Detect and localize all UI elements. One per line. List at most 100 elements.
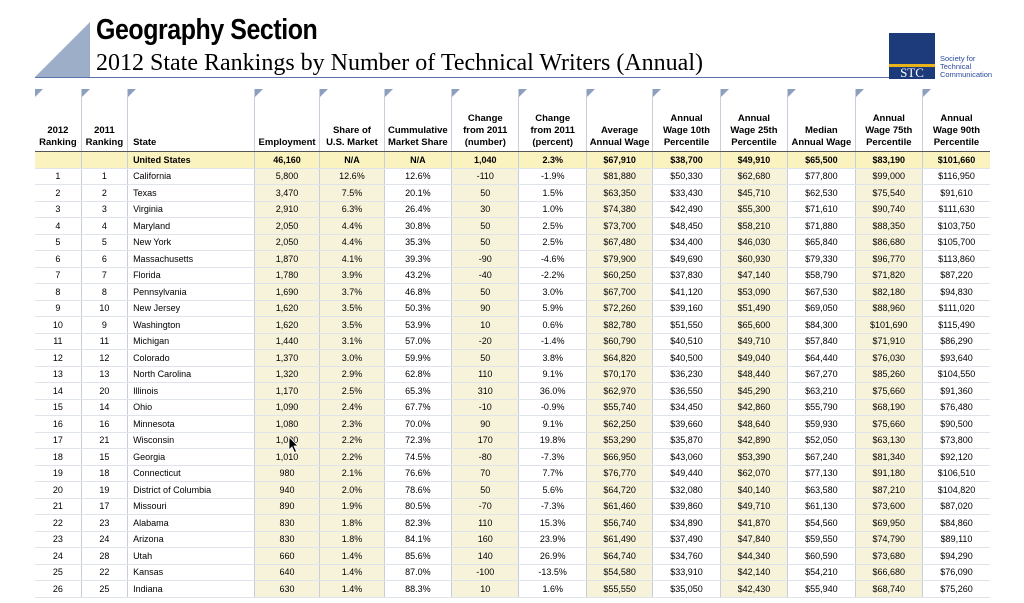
table-cell: 980 bbox=[253, 465, 320, 482]
table-cell: 0.6% bbox=[518, 316, 587, 334]
table-cell: $56,740 bbox=[585, 514, 653, 532]
table-cell: 3,470 bbox=[253, 184, 320, 202]
column-header-line: (percent) bbox=[532, 137, 574, 148]
column-header-line: Annual bbox=[940, 113, 973, 124]
column-header: 2012 Ranking bbox=[35, 89, 82, 152]
table-cell: 87.0% bbox=[383, 564, 452, 581]
table-row: 8 8 Pennsylvania 1,690 3.7% 46.8% 50 3.0% $67,70… bbox=[35, 283, 990, 301]
table-cell: 26.4% bbox=[383, 201, 452, 218]
table-cell: $53,290 bbox=[585, 432, 653, 449]
column-header-line: Ranking bbox=[39, 137, 77, 148]
table-cell: 890 bbox=[253, 498, 320, 515]
table-cell: 23.9% bbox=[518, 531, 587, 548]
table-cell: $33,430 bbox=[652, 184, 721, 202]
state-cell: Missouri bbox=[127, 498, 255, 515]
table-cell: $86,680 bbox=[854, 234, 923, 251]
state-cell: New York bbox=[127, 234, 255, 251]
table-cell: $49,710 bbox=[719, 498, 788, 515]
table-cell: $60,790 bbox=[585, 333, 653, 350]
column-header-line: Change bbox=[535, 113, 571, 124]
column-header: Change from 2011 (number) bbox=[451, 89, 519, 152]
table-cell: $60,590 bbox=[787, 547, 856, 565]
page-subtitle: 2012 State Rankings by Number of Technic… bbox=[96, 50, 703, 76]
table-cell: $49,690 bbox=[652, 250, 721, 268]
table-cell: $66,950 bbox=[585, 448, 653, 466]
column-header-line: Percentile bbox=[663, 137, 710, 148]
table-cell: $103,750 bbox=[922, 217, 990, 235]
table-cell: $40,510 bbox=[652, 333, 721, 350]
column-header-line: Annual bbox=[737, 113, 771, 124]
table-cell: 43.2% bbox=[383, 267, 452, 284]
table-cell: -0.9% bbox=[518, 399, 587, 416]
table-cell: N/A bbox=[383, 151, 452, 169]
table-cell: $81,880 bbox=[585, 168, 653, 185]
table-row: 12 12 Colorado 1,370 3.0% 59.9% 50 3.8% $64,820 $… bbox=[35, 349, 990, 367]
table-row: 9 10 New Jersey 1,620 3.5% 50.3% 90 5.9% $72,260… bbox=[35, 300, 990, 317]
table-cell: $65,840 bbox=[787, 234, 856, 251]
table-row: 19 18 Connecticut 980 2.1% 76.6% 70 7.7% $76,770… bbox=[35, 465, 990, 482]
table-cell: $77,800 bbox=[787, 168, 856, 185]
table-cell: $34,450 bbox=[652, 399, 721, 416]
table-cell: $66,680 bbox=[854, 564, 923, 581]
state-cell: Connecticut bbox=[127, 465, 255, 482]
table-cell: 65.3% bbox=[383, 382, 452, 400]
table-cell: 2.0% bbox=[319, 481, 385, 499]
table-cell: $49,710 bbox=[719, 333, 788, 350]
table-cell: 1.9% bbox=[319, 498, 385, 515]
column-header: 2011 Ranking bbox=[80, 89, 128, 152]
table-cell: 310 bbox=[451, 382, 519, 400]
table-row: 4 4 Maryland 2,050 4.4% 30.8% 50 2.5% $73,700 $48… bbox=[35, 217, 990, 235]
table-cell: 1,370 bbox=[253, 349, 320, 367]
table-cell: 50 bbox=[451, 349, 519, 367]
table-row: 2 2 Texas 3,470 7.5% 20.1% 50 1.5% $63,350 $33,43… bbox=[35, 184, 990, 202]
table-cell: 26 bbox=[35, 580, 82, 598]
table-cell: $57,840 bbox=[787, 333, 856, 350]
table-cell: $32,080 bbox=[652, 481, 721, 499]
column-header: Average Annual Wage bbox=[585, 89, 653, 152]
table-cell: 13 bbox=[80, 366, 128, 383]
table-cell: 3.0% bbox=[518, 283, 587, 301]
table-cell: -70 bbox=[451, 498, 519, 515]
table-cell: 50 bbox=[451, 481, 519, 499]
table-cell: $74,790 bbox=[854, 531, 923, 548]
table-cell: 3.1% bbox=[319, 333, 385, 350]
table-cell: 76.6% bbox=[383, 465, 452, 482]
stc-logo: STC bbox=[889, 33, 935, 79]
table-cell: $87,220 bbox=[922, 267, 990, 284]
table-row: 23 24 Arizona 830 1.8% 84.1% 160 23.9% $61,490 $3… bbox=[35, 531, 990, 548]
column-header-line: Annual bbox=[670, 113, 703, 124]
column-header: Share of U.S. Market bbox=[319, 89, 385, 152]
state-cell: Utah bbox=[127, 547, 255, 565]
table-cell: $70,170 bbox=[585, 366, 653, 383]
header-marker-icon bbox=[128, 89, 137, 97]
table-cell: $60,930 bbox=[719, 250, 788, 268]
logo-org-name: Society for Technical Communication bbox=[940, 55, 1020, 79]
header-marker-icon bbox=[384, 89, 393, 97]
state-cell: Ohio bbox=[127, 399, 255, 416]
table-cell: $42,890 bbox=[719, 432, 788, 449]
table-cell: $47,140 bbox=[719, 267, 788, 284]
table-cell: 660 bbox=[253, 547, 320, 565]
table-cell: 4 bbox=[35, 217, 82, 235]
table-cell: 2.9% bbox=[319, 366, 385, 383]
table-cell: 74.5% bbox=[383, 448, 452, 466]
table-row: 6 6 Massachusetts 1,870 4.1% 39.3% -90 -4.6% $79… bbox=[35, 250, 990, 268]
table-cell: $47,840 bbox=[719, 531, 788, 548]
section-title: Geography Section bbox=[96, 14, 318, 46]
table-cell: 6.3% bbox=[319, 201, 385, 218]
table-cell: $60,250 bbox=[585, 267, 653, 284]
table-cell: $52,050 bbox=[787, 432, 856, 449]
table-cell: 9 bbox=[80, 316, 128, 334]
table-cell: $101,660 bbox=[922, 151, 990, 169]
table-cell: $75,260 bbox=[922, 580, 990, 598]
table-cell: 3 bbox=[35, 201, 82, 218]
table-cell: 16 bbox=[80, 415, 128, 433]
table-cell: $65,600 bbox=[719, 316, 788, 334]
column-header-line: Annual Wage bbox=[791, 137, 852, 148]
table-cell: 2,050 bbox=[253, 234, 320, 251]
column-header-line: Annual Wage bbox=[589, 137, 650, 148]
table-cell: 2.3% bbox=[319, 415, 385, 433]
table-cell: 4.1% bbox=[319, 250, 385, 268]
column-header-line: Wage 75th bbox=[865, 125, 913, 136]
header-marker-icon bbox=[720, 89, 729, 97]
